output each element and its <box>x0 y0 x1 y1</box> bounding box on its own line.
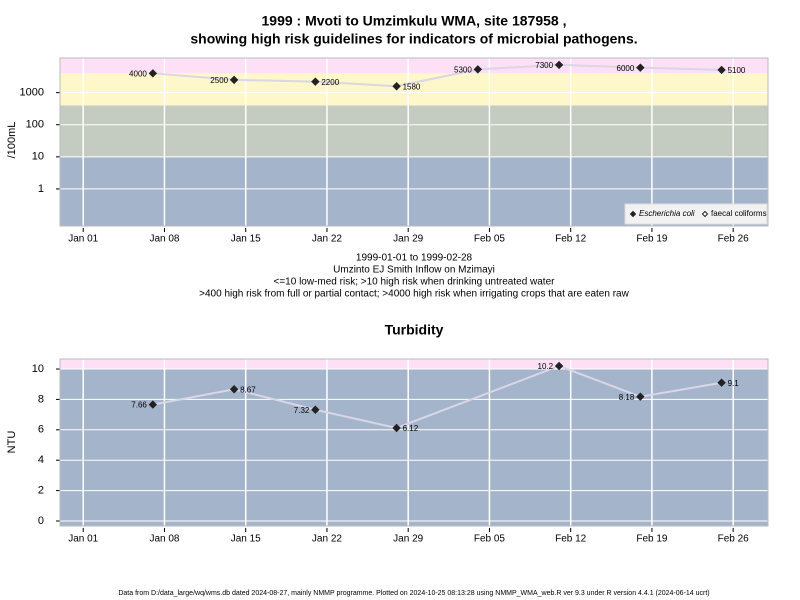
data-point <box>636 392 645 401</box>
legend-marker <box>629 210 637 218</box>
x-tick-label: Feb 19 <box>636 234 668 245</box>
data-point <box>636 63 645 72</box>
data-label: 5100 <box>728 66 746 75</box>
data-label: 7.32 <box>294 406 310 415</box>
x-tick-label: Jan 15 <box>231 534 261 545</box>
footer: Data from D:/data_large/wq/wms.db dated … <box>118 590 709 597</box>
note: >400 high risk from full or partial cont… <box>199 289 629 300</box>
data-point <box>554 361 564 371</box>
note: Umzinto EJ Smith Inflow on Mzimayi <box>333 265 495 276</box>
data-label: 1580 <box>403 82 421 91</box>
data-label: 4000 <box>129 69 147 78</box>
data-point <box>717 378 726 387</box>
data-point <box>554 60 564 70</box>
data-label: 6000 <box>617 64 635 73</box>
legend-label: faecal coliforms <box>711 209 767 218</box>
series-line <box>152 63 722 88</box>
data-point <box>229 75 239 85</box>
x-tick-label: Jan 15 <box>231 234 261 245</box>
data-point <box>148 400 158 409</box>
data-point <box>229 385 239 394</box>
y-tick-label: 10 <box>32 363 44 375</box>
risk-band <box>60 73 768 106</box>
risk-band <box>60 105 768 157</box>
y-tick-label: 1 <box>38 183 44 195</box>
plot-frame <box>59 358 769 527</box>
data-label: 8.67 <box>240 385 256 394</box>
data-label: 10.2 <box>538 362 554 371</box>
x-tick-label: Feb 26 <box>718 534 750 545</box>
x-tick-label: Feb 26 <box>718 234 750 245</box>
data-point <box>717 65 726 75</box>
legend-marker <box>701 210 709 218</box>
x-tick-label: Jan 22 <box>312 534 342 545</box>
x-tick-label: Jan 08 <box>149 534 179 545</box>
y-tick-label: 6 <box>38 424 44 436</box>
x-tick-label: Feb 12 <box>555 234 587 245</box>
data-point <box>311 405 320 414</box>
data-label: 7.66 <box>131 401 147 410</box>
chart-title: 1999 : Mvoti to Umzimkulu WMA, site 1879… <box>262 13 567 29</box>
legend-box <box>624 203 768 225</box>
x-tick-label: Feb 12 <box>555 534 587 545</box>
risk-band <box>60 359 768 370</box>
y-tick-label: 2 <box>38 485 44 497</box>
data-label: 8.18 <box>619 393 635 402</box>
x-tick-label: Jan 08 <box>149 234 179 245</box>
data-label: 5300 <box>454 66 472 75</box>
x-tick-label: Jan 22 <box>312 234 342 245</box>
data-label: 2500 <box>210 76 228 85</box>
x-tick-label: Feb 05 <box>474 234 506 245</box>
data-point <box>148 69 158 78</box>
y-tick-label: 0 <box>38 515 44 527</box>
x-tick-label: Jan 01 <box>68 534 98 545</box>
data-point <box>473 65 483 74</box>
y-tick-label: 8 <box>38 393 44 405</box>
x-tick-label: Jan 01 <box>68 234 98 245</box>
x-tick-label: Feb 05 <box>474 534 506 545</box>
y-tick-label: 10 <box>32 151 44 163</box>
y-tick-label: 4 <box>38 454 44 466</box>
chart-title: Turbidity <box>385 322 444 338</box>
data-label: 9.1 <box>728 379 740 388</box>
y-axis-label: NTU <box>6 431 18 454</box>
data-label: 2200 <box>321 78 339 87</box>
note: <=10 low-med risk; >10 high risk when dr… <box>274 277 556 288</box>
y-tick-label: 100 <box>26 119 44 131</box>
data-point <box>392 82 401 91</box>
data-label: 7300 <box>535 61 553 70</box>
y-axis-label: /100mL <box>6 122 18 159</box>
risk-band <box>60 58 768 74</box>
x-tick-label: Feb 19 <box>636 534 668 545</box>
y-tick-label: 1000 <box>20 87 44 99</box>
plot-frame <box>59 57 769 227</box>
data-point <box>311 77 320 86</box>
x-tick-label: Jan 29 <box>393 234 423 245</box>
note: 1999-01-01 to 1999-02-28 <box>356 253 473 264</box>
chart-title: showing high risk guidelines for indicat… <box>190 31 637 47</box>
x-tick-label: Jan 29 <box>393 534 423 545</box>
data-point <box>392 423 401 433</box>
data-label: 6.12 <box>403 424 419 433</box>
legend-label: Escherichia coli <box>639 209 695 218</box>
